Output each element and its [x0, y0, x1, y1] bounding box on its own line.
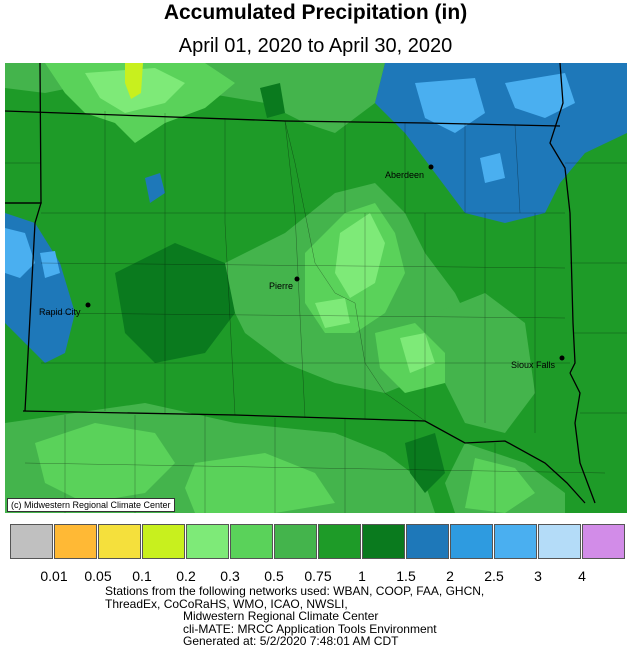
legend-swatch [274, 524, 317, 559]
sioux-falls-label: Sioux Falls [511, 360, 556, 370]
legend-swatch [406, 524, 449, 559]
legend-tick-label: 3 [534, 568, 542, 584]
nebraska-border [22, 410, 586, 504]
legend-swatch [362, 524, 405, 559]
legend-tick-label: 2.5 [484, 568, 504, 584]
legend-tick-label: 0.05 [84, 568, 112, 584]
map-title: Accumulated Precipitation (in) [163, 1, 468, 24]
aberdeen-marker [428, 164, 434, 170]
zone-1-5-north [260, 83, 285, 118]
legend-tick-label: 0.2 [176, 568, 196, 584]
zone-0-3-central [335, 213, 385, 298]
legend-labels: 0.01 0.05 0.1 0.2 0.3 0.5 0.75 1 1.5 2 2.5 3 4 [0, 568, 631, 586]
aberdeen-label: Aberdeen [385, 170, 424, 180]
legend-tick-label: 0.01 [40, 568, 68, 584]
legend-tick-label: 0.1 [132, 568, 152, 584]
footer-line-2: ThreadEx, CoCoRaHS, WMO, ICAO, NWSLI, [105, 596, 348, 611]
legend-swatch [186, 524, 229, 559]
credit-label: (c) Midwestern Regional Climate Center [7, 498, 175, 512]
footer-line-1: Stations from the following networks use… [105, 584, 485, 598]
zone-2-5-northeast2 [505, 73, 575, 118]
zone-0-5-southwest [35, 423, 175, 503]
legend-swatch [54, 524, 97, 559]
footer-line-3: Midwestern Regional Climate Center [183, 609, 379, 623]
legend-tick-label: 0.75 [304, 568, 332, 584]
sioux-falls-marker [559, 355, 565, 361]
legend-swatch [318, 524, 361, 559]
footer-line-5: Generated at: 5/2/2020 7:48:01 AM CDT [183, 634, 399, 648]
legend-tick-label: 1.5 [396, 568, 416, 584]
zone-0-2-spot [125, 63, 143, 99]
legend-tick-label: 2 [446, 568, 454, 584]
montana-border [5, 202, 42, 412]
zone-0-3-pierre [315, 298, 350, 328]
legend-swatch [582, 524, 625, 559]
zone-0-5-south [185, 453, 335, 513]
city-markers: Aberdeen Pierre Rapid City Sioux Falls [39, 164, 565, 370]
zone-2-spot-west [145, 173, 165, 203]
legend-tick-label: 0.3 [220, 568, 240, 584]
zone-2-5-rapid2 [40, 251, 60, 278]
legend-swatch [450, 524, 493, 559]
pierre-marker [294, 276, 300, 282]
zone-1-5-west [115, 243, 235, 363]
legend-tick-label: 0.5 [264, 568, 284, 584]
legend-swatch [494, 524, 537, 559]
map-subtitle: April 01, 2020 to April 30, 2020 [178, 35, 453, 57]
legend-tick-label: 1 [358, 568, 366, 584]
legend-tick-label: 4 [578, 568, 586, 584]
footer-line-4: cli-MATE: MRCC Application Tools Environ… [183, 621, 437, 636]
footer-notes: Stations from the following networks use… [105, 585, 484, 648]
legend-swatch [538, 524, 581, 559]
zone-2-5-rapid [5, 228, 35, 278]
pierre-label: Pierre [269, 281, 293, 291]
legend-swatch [98, 524, 141, 559]
legend-swatch [142, 524, 185, 559]
zone-2-5-spot [480, 153, 505, 183]
iowa-border [569, 372, 596, 504]
zone-2-5-northeast [415, 78, 485, 133]
boundaries [5, 63, 596, 504]
precip-zones [5, 63, 627, 513]
minnesota-border [549, 63, 576, 374]
legend-swatch [230, 524, 273, 559]
north-dakota-border [5, 110, 561, 127]
precipitation-map-canvas: Aberdeen Pierre Rapid City Sioux Falls [5, 63, 627, 513]
rapid-city-marker [85, 302, 91, 308]
precipitation-map: Aberdeen Pierre Rapid City Sioux Falls (… [5, 63, 627, 513]
zone-0-5-southeast [465, 458, 535, 513]
legend-swatch [10, 524, 53, 559]
legend-color-bar [10, 524, 626, 559]
county-lines [5, 111, 627, 513]
rapid-city-label: Rapid City [39, 307, 81, 317]
zone-2-northeast [375, 63, 627, 223]
